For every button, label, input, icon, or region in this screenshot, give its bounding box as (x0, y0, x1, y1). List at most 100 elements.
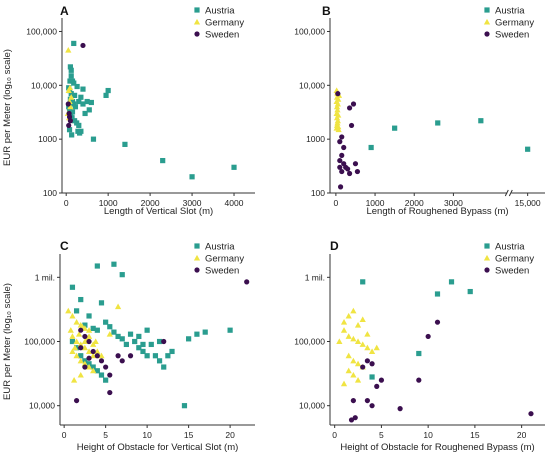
data-point-germany (359, 316, 366, 323)
data-point-austria (86, 313, 92, 319)
data-point-sweden (65, 101, 71, 107)
data-point-germany (350, 307, 357, 314)
data-point-germany (73, 352, 80, 359)
y-tick-label: 100,000 (294, 337, 325, 347)
data-point-austria (160, 157, 166, 164)
data-point-sweden (352, 161, 359, 167)
data-point-austria (136, 345, 142, 351)
y-tick-label: 100 (43, 188, 57, 198)
data-point-sweden (103, 364, 109, 370)
data-point-austria (478, 118, 484, 124)
data-point-germany (106, 331, 113, 337)
x-tick-label: 10 (423, 430, 433, 440)
data-point-austria (80, 101, 86, 107)
series-austria (360, 279, 473, 380)
data-point-germany (73, 338, 80, 344)
y-tick-label: 10,000 (299, 401, 325, 411)
data-point-austria (103, 377, 109, 383)
data-point-austria (72, 104, 79, 110)
data-point-germany (334, 106, 341, 113)
data-point-sweden (346, 170, 353, 177)
data-point-germany (368, 348, 376, 354)
data-point-sweden (337, 157, 343, 164)
x-tick-label: 10 (142, 430, 152, 440)
data-point-germany (73, 319, 80, 325)
data-point-germany (364, 331, 371, 337)
data-point-austria (103, 319, 109, 325)
data-point-germany (81, 360, 89, 367)
data-point-germany (90, 367, 97, 374)
data-point-germany (75, 331, 83, 337)
x-tick-label: 0 (334, 198, 339, 208)
x-tick-label: 20 (225, 430, 235, 440)
legend-label-germany: Germany (495, 18, 534, 29)
data-point-austria (71, 92, 78, 98)
legend-label-austria: Austria (205, 6, 235, 17)
data-point-germany (77, 341, 84, 347)
data-point-germany (114, 303, 122, 310)
data-point-sweden (434, 319, 441, 325)
data-point-sweden (341, 144, 347, 151)
data-point-sweden (350, 101, 357, 107)
data-point-sweden (348, 417, 355, 423)
panel-b: B 0 1000 2000 3000 15,000 100 1000 10,000 100,000… (294, 4, 545, 217)
y-tick-label: 100 (311, 188, 325, 198)
y-tick-label: 1 mil. (305, 272, 325, 282)
data-point-austria (194, 331, 200, 337)
data-point-germany (98, 352, 105, 359)
x-tick-label: 1000 (99, 198, 118, 208)
data-point-austria (144, 353, 150, 359)
data-point-austria (152, 353, 159, 359)
x-tick-label: 1000 (366, 198, 385, 208)
data-point-germany (66, 84, 74, 91)
data-point-austria (107, 324, 113, 330)
data-point-germany (94, 348, 101, 354)
data-point-sweden (425, 333, 431, 340)
data-point-germany (67, 327, 74, 333)
legend-label-austria: Austria (495, 242, 525, 253)
data-point-austria (67, 78, 73, 84)
x-tick-label: 4000 (225, 198, 244, 208)
x-tick-label: 0 (64, 198, 69, 208)
data-point-austria (369, 374, 375, 380)
data-point-austria (525, 146, 531, 152)
data-point-sweden (82, 333, 88, 340)
data-point-austria (127, 331, 134, 337)
data-point-austria (71, 40, 77, 47)
data-point-sweden (364, 358, 370, 364)
data-point-germany (345, 312, 352, 319)
data-point-austria (123, 341, 129, 348)
panel-a: A 0 1000 2000 3000 4000 100 1000 10,000 100,000 Le… (2, 4, 255, 217)
x-tick-label: 15 (470, 430, 480, 440)
data-point-austria (69, 338, 76, 345)
data-point-austria (68, 91, 74, 97)
data-point-austria (69, 284, 76, 290)
data-point-sweden (80, 42, 86, 49)
data-point-austria (181, 403, 188, 409)
y-tick-label: 1000 (306, 134, 325, 144)
data-point-sweden (78, 345, 84, 351)
data-point-austria (227, 327, 233, 333)
data-point-germany (77, 371, 84, 378)
data-point-austria (392, 125, 398, 131)
data-point-austria (148, 341, 154, 348)
data-point-austria (189, 174, 195, 180)
legend-marker-austria (484, 7, 490, 13)
data-point-austria (156, 338, 163, 345)
data-point-austria (66, 107, 73, 113)
data-point-austria (78, 353, 84, 359)
panel-a-letter: A (60, 4, 69, 18)
data-point-austria (68, 67, 74, 73)
data-point-sweden (397, 406, 403, 412)
axis-break-mark (508, 189, 513, 197)
data-point-sweden (345, 166, 351, 172)
data-point-austria (140, 341, 146, 348)
data-point-austria (76, 98, 82, 105)
data-point-germany (71, 344, 79, 351)
data-point-austria (467, 288, 473, 295)
data-point-austria (156, 358, 163, 364)
data-point-germany (67, 103, 74, 110)
data-point-sweden (346, 105, 353, 111)
legend-label-germany: Germany (495, 254, 534, 265)
